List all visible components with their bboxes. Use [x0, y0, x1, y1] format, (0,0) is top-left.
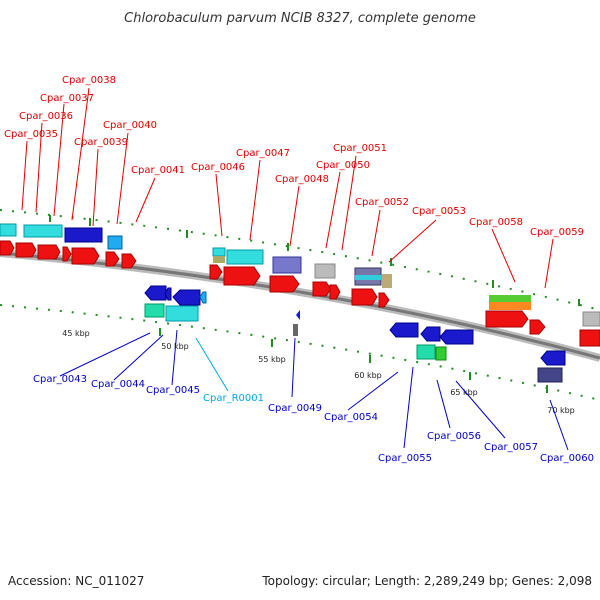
gene-label: Cpar_0041 — [131, 165, 185, 176]
gene-label: Cpar_0038 — [62, 75, 116, 86]
topology-text: Topology: circular; Length: 2,289,249 bp… — [261, 574, 592, 588]
scale-label: 55 kbp — [258, 355, 286, 364]
gene-label: Cpar_0054 — [324, 412, 378, 423]
gene-label: Cpar_0049 — [268, 403, 322, 414]
gene-label: Cpar_0050 — [316, 160, 370, 171]
gene-label: Cpar_0059 — [530, 227, 584, 238]
gene-label: Cpar_0056 — [427, 431, 481, 442]
scale-label: 60 kbp — [354, 371, 382, 380]
reverse-gene-labels: Cpar_0043 Cpar_0044 Cpar_0045 Cpar_R0001… — [33, 374, 594, 464]
gene-label: Cpar_0035 — [4, 129, 58, 140]
gene-label: Cpar_0045 — [146, 385, 200, 396]
gene-label: Cpar_0060 — [540, 453, 594, 464]
rna-callout-line — [195, 337, 229, 392]
gene-label: Cpar_0044 — [91, 379, 145, 390]
gene-label: Cpar_0055 — [378, 453, 432, 464]
map-title: Chlorobaculum parvum NCIB 8327, complete… — [124, 11, 476, 26]
forward-callout-lines — [21, 87, 554, 289]
gene-label: Cpar_0047 — [236, 148, 290, 159]
gene-label: Cpar_0051 — [333, 143, 387, 154]
major-ticks — [49, 215, 580, 393]
gene-label: Cpar_0040 — [103, 120, 157, 131]
reverse-callout-lines — [59, 329, 569, 451]
gene-label: Cpar_0036 — [19, 111, 73, 122]
tick-track-forward — [0, 209, 600, 311]
gene-label: Cpar_0037 — [40, 93, 94, 104]
scale-label: 65 kbp — [450, 388, 478, 397]
gene-label: Cpar_0053 — [412, 206, 466, 217]
gene-label: Cpar_0039 — [74, 137, 128, 148]
forward-gene-labels: Cpar_0035 Cpar_0036 Cpar_0037 Cpar_0038 … — [4, 75, 584, 238]
gene-label: Cpar_0052 — [355, 197, 409, 208]
reverse-strand-genes — [144, 285, 566, 383]
gene-label: Cpar_R0001 — [203, 393, 264, 404]
tick-track-reverse — [0, 304, 600, 401]
scale-label: 70 kbp — [547, 406, 575, 415]
accession-text: Accession: NC_011027 — [8, 574, 144, 588]
gene-label: Cpar_0057 — [484, 442, 538, 453]
gene-label: Cpar_0046 — [191, 162, 245, 173]
gene-label: Cpar_0043 — [33, 374, 87, 385]
gene-label: Cpar_0058 — [469, 217, 523, 228]
forward-strand-genes — [0, 223, 600, 347]
scale-label: 45 kbp — [62, 329, 90, 338]
gene-label: Cpar_0048 — [275, 174, 329, 185]
